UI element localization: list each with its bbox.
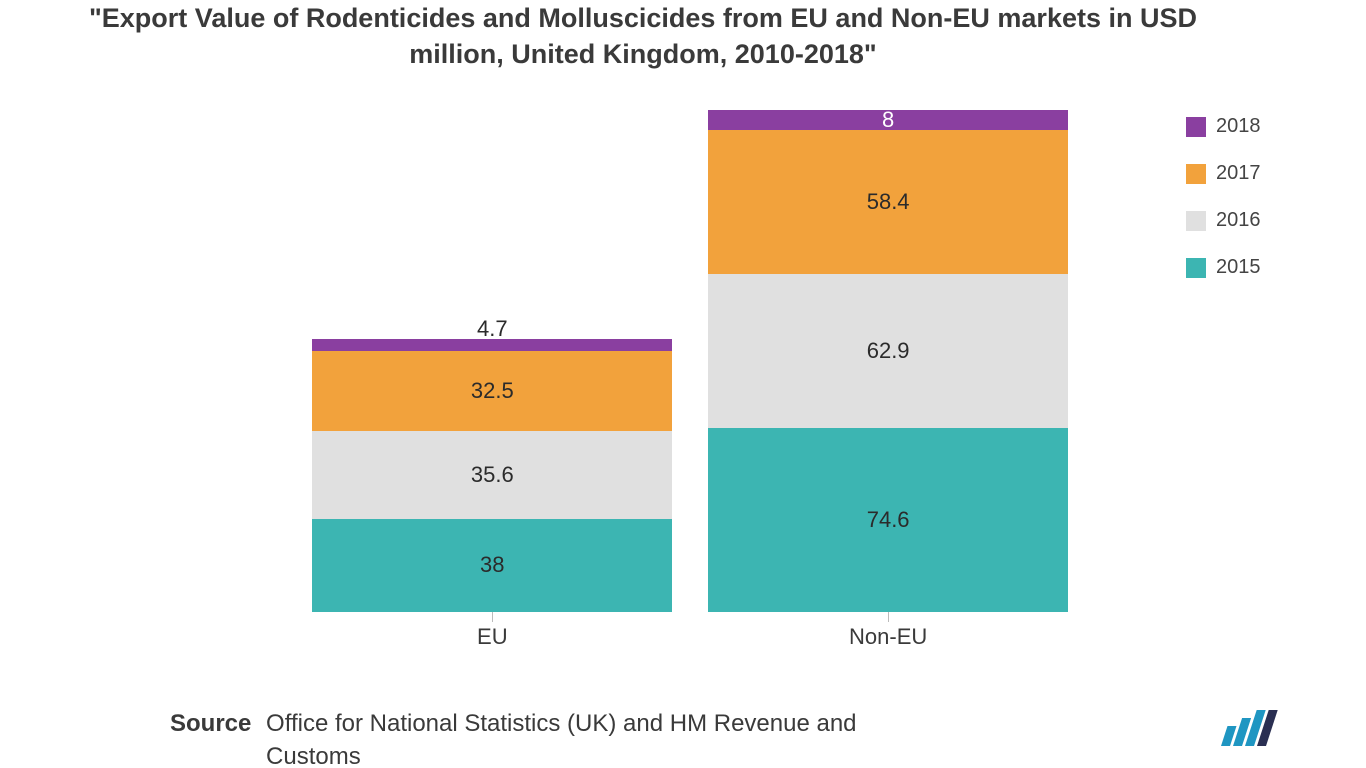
- bar-noneu-2015: 74.6: [708, 428, 1068, 612]
- bar-eu-2015: 38: [312, 519, 672, 612]
- category-label-non-eu: Non-EU: [849, 624, 927, 650]
- legend-swatch: [1186, 258, 1206, 278]
- chart-title: "Export Value of Rodenticides and Mollus…: [40, 0, 1246, 73]
- legend-label: 2017: [1216, 162, 1261, 185]
- axis-tick: [492, 612, 493, 622]
- axis-tick: [888, 612, 889, 622]
- bar-noneu-2018: 8: [708, 110, 1068, 130]
- bar-noneu-2017: 58.4: [708, 130, 1068, 274]
- source-text-line1: Office for National Statistics (UK) and …: [266, 710, 856, 737]
- value-label: 4.7: [477, 316, 508, 342]
- bar-group-eu: 4.7 32.5 35.6 38: [312, 339, 672, 612]
- value-label: 38: [480, 552, 504, 578]
- value-label: 32.5: [471, 378, 514, 404]
- brand-logo-icon: [1216, 706, 1282, 750]
- legend-item-2018: 2018: [1186, 115, 1306, 138]
- legend: 2018 2017 2016 2015: [1186, 115, 1306, 303]
- value-label: 74.6: [867, 507, 910, 533]
- legend-item-2015: 2015: [1186, 256, 1306, 279]
- legend-label: 2016: [1216, 209, 1261, 232]
- legend-item-2017: 2017: [1186, 162, 1306, 185]
- bar-group-non-eu: 8 58.4 62.9 74.6: [708, 110, 1068, 612]
- bar-noneu-2016: 62.9: [708, 274, 1068, 429]
- bar-eu-2018: 4.7: [312, 339, 672, 351]
- page-root: "Export Value of Rodenticides and Mollus…: [0, 0, 1366, 768]
- chart-area: EU Non-EU 4.7 32.5 35.6 38: [240, 110, 1110, 640]
- legend-swatch: [1186, 211, 1206, 231]
- bar-eu-2017: 32.5: [312, 351, 672, 431]
- value-label: 58.4: [867, 189, 910, 215]
- value-label: 8: [882, 107, 894, 133]
- source-attribution: Source Office for National Statistics (U…: [170, 707, 1166, 768]
- legend-swatch: [1186, 164, 1206, 184]
- source-label: Source: [170, 710, 251, 737]
- value-label: 62.9: [867, 338, 910, 364]
- category-label-eu: EU: [477, 624, 508, 650]
- value-label: 35.6: [471, 462, 514, 488]
- legend-label: 2015: [1216, 256, 1261, 279]
- source-text-line2: Customs: [266, 743, 361, 768]
- bar-eu-2016: 35.6: [312, 431, 672, 519]
- legend-label: 2018: [1216, 115, 1261, 138]
- legend-item-2016: 2016: [1186, 209, 1306, 232]
- legend-swatch: [1186, 117, 1206, 137]
- bars-container: 4.7 32.5 35.6 38 8 58.4: [240, 110, 1110, 612]
